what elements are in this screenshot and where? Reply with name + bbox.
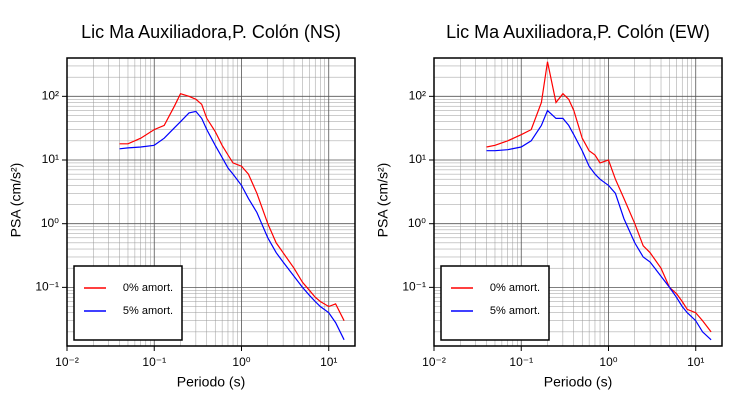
y-tick-label: 10² — [409, 89, 426, 103]
y-tick-label: 10¹ — [409, 152, 426, 166]
chart: Lic Ma Auxiliadora,P. Colón (EW) 10⁻² 10⁻¹… — [375, 22, 723, 390]
chart-title: Lic Ma Auxiliadora,P. Colón (NS) — [81, 22, 341, 42]
chart-title: Lic Ma Auxiliadora,P. Colón (EW) — [446, 22, 710, 42]
x-tick-label: 10¹ — [687, 355, 704, 369]
x-tick-label: 10⁻¹ — [509, 355, 533, 369]
series-line — [486, 61, 712, 333]
y-tick-label: 10⁰ — [41, 216, 59, 230]
y-tick-label: 10⁰ — [408, 216, 426, 230]
legend-box — [73, 265, 183, 341]
x-tick-label: 10¹ — [320, 355, 337, 369]
x-tick-label: 10⁻¹ — [142, 355, 166, 369]
series-line — [486, 109, 712, 341]
legend-label: 5% amort. — [123, 305, 173, 317]
legend-label: 5% amort. — [490, 305, 540, 317]
chart: Lic Ma Auxiliadora,P. Colón (NS) 10⁻² 10⁻¹… — [8, 22, 356, 390]
x-axis-label: Periodo (s) — [544, 374, 612, 390]
y-tick-label: 10¹ — [42, 152, 59, 166]
x-tick-label: 10⁰ — [232, 355, 250, 369]
y-tick-label: 10⁻¹ — [402, 280, 426, 294]
series-line — [119, 92, 345, 321]
series-line — [119, 110, 345, 341]
x-tick-label: 10⁰ — [599, 355, 617, 369]
y-tick-label: 10² — [42, 89, 59, 103]
y-tick-label: 10⁻¹ — [35, 280, 59, 294]
legend-label: 0% amort. — [123, 282, 173, 294]
plot-frame — [433, 57, 723, 347]
legend-label: 0% amort. — [490, 282, 540, 294]
legend-box — [440, 265, 550, 341]
x-axis-label: Periodo (s) — [177, 374, 245, 390]
y-axis-label: PSA (cm/s²) — [8, 163, 24, 238]
y-axis-label: PSA (cm/s²) — [375, 163, 391, 238]
x-tick-label: 10⁻² — [55, 355, 79, 369]
x-tick-label: 10⁻² — [422, 355, 446, 369]
plot-frame — [66, 57, 356, 347]
